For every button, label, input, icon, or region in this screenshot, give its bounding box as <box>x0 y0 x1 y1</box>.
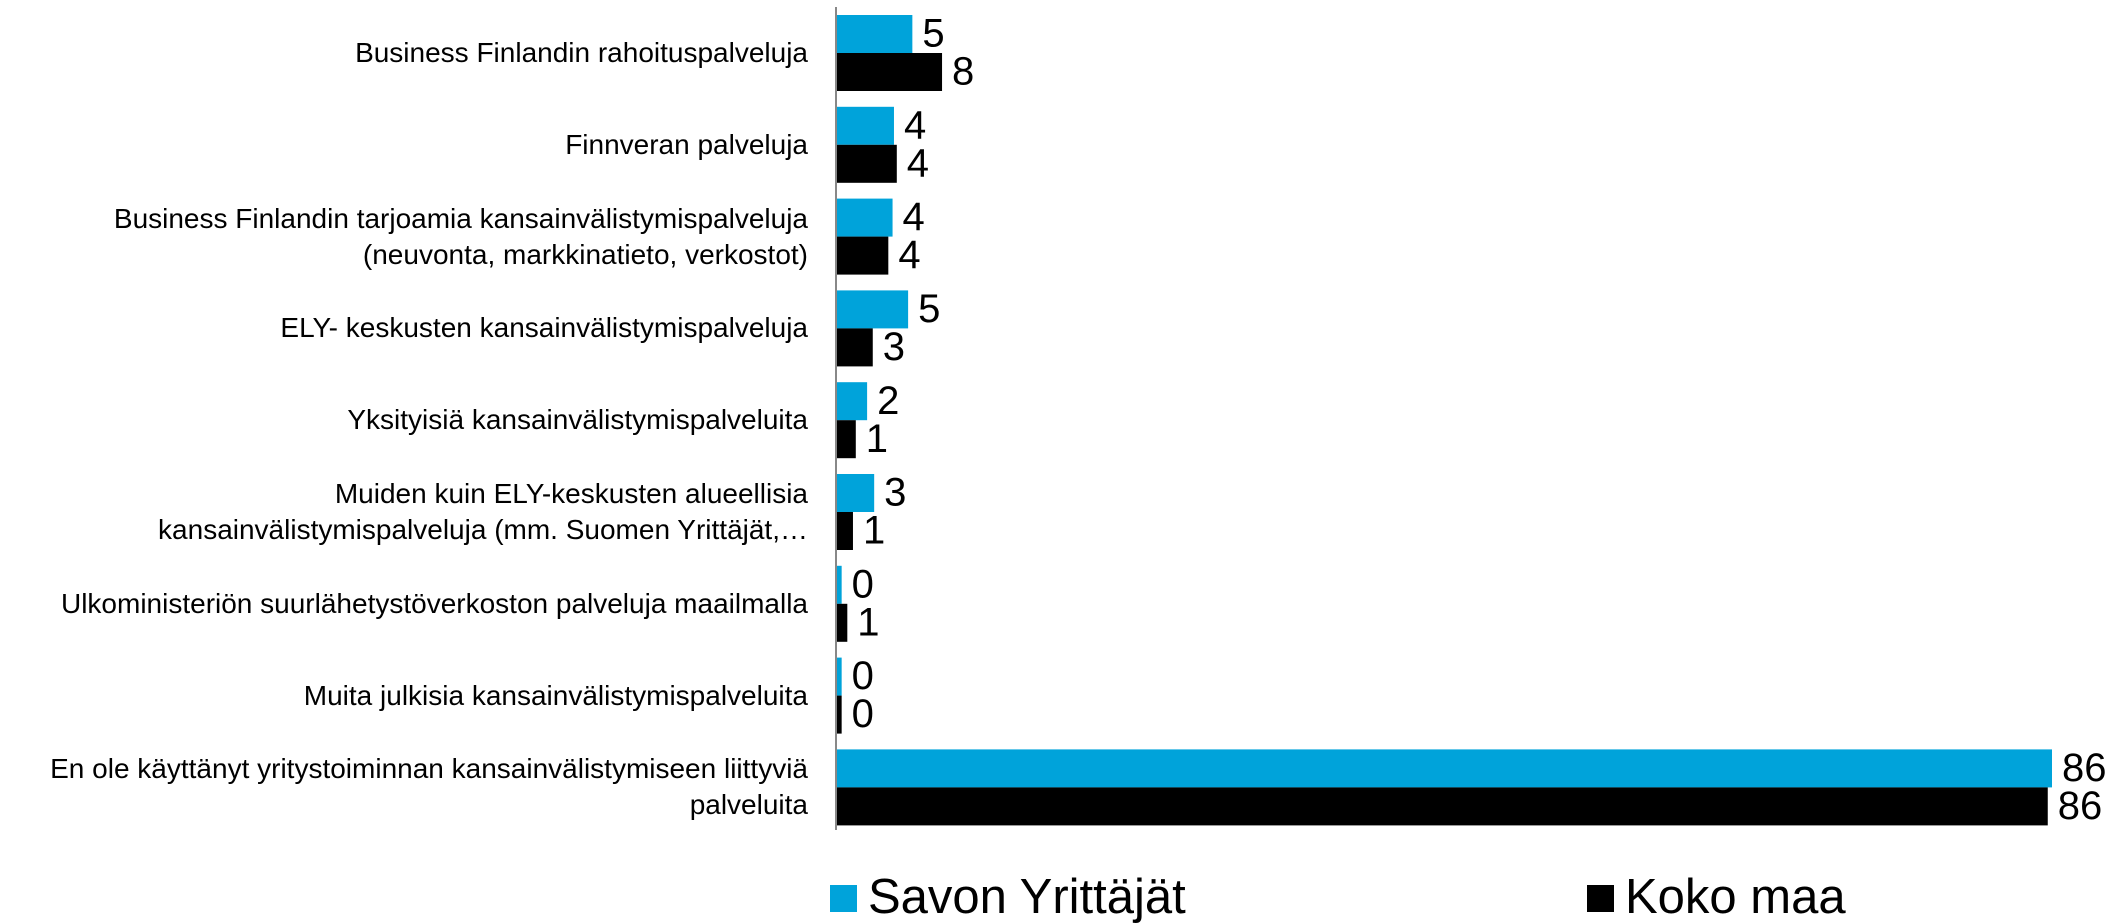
category-label: Muita julkisia kansainvälistymispalvelui… <box>303 679 808 711</box>
category-label: Business Finlandin tarjoamia kansainväli… <box>113 202 808 270</box>
value-label: 4 <box>904 103 926 147</box>
value-label: 3 <box>884 471 906 515</box>
bar <box>836 236 889 275</box>
bar <box>836 53 943 91</box>
bar <box>836 198 893 237</box>
value-label: 1 <box>866 417 888 461</box>
legend-swatch <box>830 885 857 912</box>
value-label: 5 <box>922 12 944 56</box>
bar <box>836 328 873 367</box>
value-label: 1 <box>863 509 885 553</box>
value-label: 0 <box>852 692 874 736</box>
bar <box>836 787 2048 826</box>
legend-swatch <box>1587 885 1614 912</box>
value-label: 1 <box>857 600 879 644</box>
value-label: 86 <box>2062 746 2107 790</box>
value-label: 3 <box>883 325 905 369</box>
category-label: Yksityisiä kansainvälistymispalveluita <box>347 404 808 436</box>
category-label: Business Finlandin rahoituspalveluja <box>355 37 808 68</box>
category-label: Ulkoministeriön suurlähetystöverkoston p… <box>60 587 808 619</box>
bar <box>836 512 853 550</box>
legend-label: Koko maa <box>1625 870 1846 924</box>
bar <box>836 749 2052 788</box>
category-label: En ole käyttänyt yritystoiminnan kansain… <box>50 753 808 821</box>
category-label: Finnveran palveluja <box>565 128 808 160</box>
value-label: 5 <box>918 287 940 331</box>
bar <box>836 657 842 696</box>
category-label: Muiden kuin ELY-keskusten alueellisia ka… <box>158 478 808 545</box>
value-label: 8 <box>952 50 974 94</box>
bar <box>836 565 842 604</box>
bar <box>836 15 913 53</box>
bar <box>836 695 842 734</box>
value-label: 4 <box>907 141 929 185</box>
value-label: 2 <box>877 379 899 423</box>
value-label: 4 <box>903 195 925 239</box>
category-label: ELY- keskusten kansainvälistymispalveluj… <box>280 312 808 344</box>
bar <box>836 382 868 421</box>
value-label: 4 <box>898 233 920 277</box>
bar <box>836 290 909 329</box>
bar <box>836 603 848 642</box>
bar <box>836 474 875 512</box>
bar <box>836 144 897 183</box>
bar <box>836 420 856 459</box>
bar <box>836 106 894 145</box>
value-label: 0 <box>852 654 874 698</box>
value-label: 0 <box>852 562 874 606</box>
legend-label: Savon Yrittäjät <box>868 870 1186 924</box>
value-label: 86 <box>2058 784 2103 828</box>
